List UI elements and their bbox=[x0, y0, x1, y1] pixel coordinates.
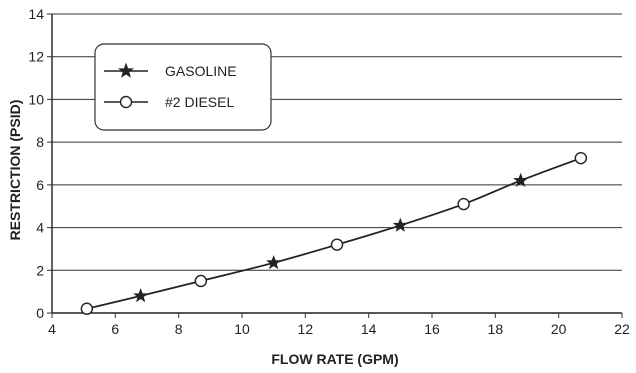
legend-diesel-marker bbox=[119, 95, 133, 109]
legend: GASOLINE #2 DIESEL bbox=[94, 43, 272, 131]
x-tick-label: 4 bbox=[48, 321, 56, 337]
gasoline-point bbox=[392, 217, 408, 232]
y-tick-label: 0 bbox=[36, 305, 44, 321]
diesel-point bbox=[194, 274, 208, 288]
legend-gasoline-label: GASOLINE bbox=[165, 63, 237, 79]
x-tick-label: 22 bbox=[614, 321, 630, 337]
legend-diesel-label: #2 DIESEL bbox=[165, 94, 234, 110]
y-tick-label: 4 bbox=[36, 220, 44, 236]
x-tick-label: 18 bbox=[488, 321, 504, 337]
diesel-point bbox=[80, 302, 94, 315]
x-tick-label: 14 bbox=[361, 321, 377, 337]
y-tick-label: 12 bbox=[28, 49, 44, 65]
y-axis-title: RESTRICTION (PSID) bbox=[7, 100, 23, 241]
x-tick-label: 6 bbox=[111, 321, 119, 337]
gasoline-point bbox=[133, 288, 149, 303]
x-axis-ticks: 4 6 8 10 12 14 16 18 20 22 bbox=[48, 313, 630, 337]
gasoline-point bbox=[266, 254, 282, 270]
y-tick-label: 6 bbox=[36, 177, 44, 193]
y-axis-ticks: 0 2 4 6 8 10 12 14 bbox=[28, 6, 52, 321]
gasoline-point bbox=[513, 172, 529, 187]
diesel-point bbox=[574, 151, 588, 165]
x-tick-label: 8 bbox=[175, 321, 183, 337]
axes bbox=[51, 14, 622, 314]
data-curve bbox=[86, 157, 582, 310]
restriction-curve bbox=[86, 157, 582, 310]
x-tick-label: 16 bbox=[424, 321, 440, 337]
y-tick-label: 8 bbox=[36, 134, 44, 150]
legend-box bbox=[94, 43, 272, 131]
data-markers bbox=[80, 151, 588, 315]
x-tick-label: 20 bbox=[551, 321, 567, 337]
y-tick-label: 2 bbox=[36, 262, 44, 278]
y-tick-label: 14 bbox=[28, 6, 44, 22]
x-axis-title: FLOW RATE (GPM) bbox=[271, 351, 398, 367]
x-tick-label: 10 bbox=[234, 321, 250, 337]
legend-gasoline-marker bbox=[118, 62, 134, 78]
y-tick-label: 10 bbox=[28, 91, 44, 107]
x-tick-label: 12 bbox=[298, 321, 314, 337]
diesel-point bbox=[330, 238, 344, 251]
star-icon bbox=[118, 62, 134, 78]
diesel-point bbox=[457, 197, 470, 211]
